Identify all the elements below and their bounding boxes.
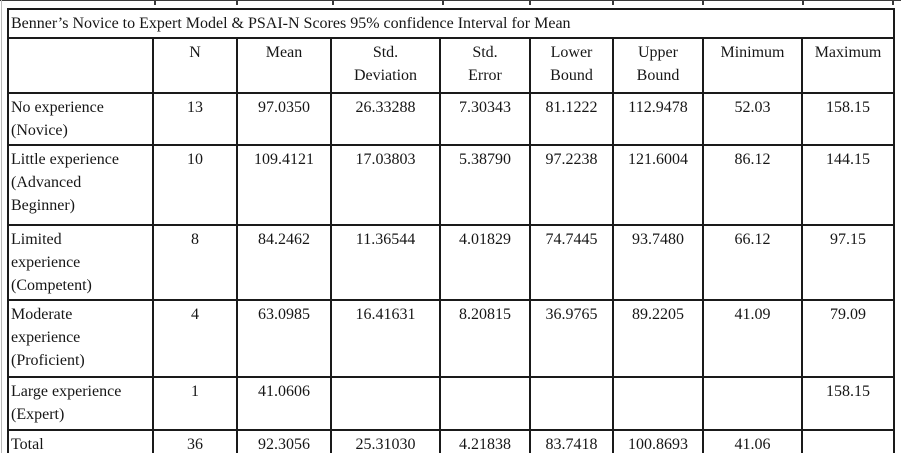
column-header-std-deviation: Std. Deviation [330,37,441,94]
column-header-std-error: Std. Error [439,37,531,94]
scan-artifact-stub [442,0,444,5]
title-row: Benner’s Novice to Expert Model & PSAI-N… [6,8,896,39]
table-cell: 97.0350 [236,92,332,146]
row-label: No experience (Novice) [7,92,154,146]
table-cell: 25.31030 [330,429,441,453]
table-cell [439,376,531,431]
table-cell: 81.1222 [529,92,614,146]
row-label: Large experience (Expert) [7,376,154,431]
column-header-mean: Mean [236,37,332,94]
column-header-lower-bound: Lower Bound [529,37,614,94]
row-label: Limited experience (Competent) [7,224,154,301]
table-row-proficient: Moderate experience (Proficient) 4 63.09… [7,299,896,378]
column-header-minimum: Minimum [702,37,803,94]
table-cell: 84.2462 [236,224,332,301]
scan-artifact-stub [802,0,804,5]
table-cell: 66.12 [702,224,803,301]
table-cell: 63.0985 [236,299,332,378]
table-cell: 79.09 [800,299,896,378]
column-header-n: N [152,37,238,94]
table-cell: 97.2238 [529,144,614,226]
table-cell: 36.9765 [529,299,614,378]
table-cell: 109.4121 [236,144,332,226]
table-cell: 5.38790 [439,144,531,226]
table-cell [800,429,896,453]
table-cell: 4.01829 [439,224,531,301]
table-cell: 10 [152,144,238,226]
scan-artifact-stub [892,0,894,5]
column-header-empty [7,37,154,94]
scan-artifact-top-line [0,0,901,1]
table-cell: 7.30343 [439,92,531,146]
table-cell: 4.21838 [439,429,531,453]
column-header-upper-bound: Upper Bound [612,37,704,94]
column-header-maximum: Maximum [800,37,896,94]
table-cell [330,376,441,431]
table-cell: 158.15 [800,92,896,146]
table-cell: 158.15 [800,376,896,431]
table-cell: 41.0606 [236,376,332,431]
table-cell: 112.9478 [612,92,704,146]
scan-artifact-stub [702,0,704,5]
table-cell: 1 [152,376,238,431]
table-cell: 100.8693 [612,429,704,453]
row-label: Total [7,429,154,453]
scan-artifact-stub [236,0,238,5]
table-cell: 11.36544 [330,224,441,301]
table-row-novice: No experience (Novice) 13 97.0350 26.332… [7,92,896,146]
table-cell: 41.09 [702,299,803,378]
table-cell: 74.7445 [529,224,614,301]
table-cell: 13 [152,92,238,146]
scan-artifact-stub [612,0,614,5]
scan-artifact-stub [154,0,156,5]
header-row: N Mean Std. Deviation Std. Error Lower B… [7,37,896,94]
scan-artifact-stub [529,0,531,5]
statistics-table: Benner’s Novice to Expert Model & PSAI-N… [6,8,896,453]
row-label: Moderate experience (Proficient) [7,299,154,378]
table-row-competent: Limited experience (Competent) 8 84.2462… [7,224,896,301]
table-cell [612,376,704,431]
table-cell: 92.3056 [236,429,332,453]
table-cell: 83.7418 [529,429,614,453]
table-cell: 16.41631 [330,299,441,378]
table-cell: 121.6004 [612,144,704,226]
table-cell: 8 [152,224,238,301]
table-cell: 8.20815 [439,299,531,378]
table-row-advanced-beginner: Little experience (Advanced Beginner) 10… [7,144,896,226]
table-cell: 41.06 [702,429,803,453]
table-cell [702,376,803,431]
table-cell: 97.15 [800,224,896,301]
table-row-expert: Large experience (Expert) 1 41.0606 158.… [7,376,896,431]
table-row-total: Total 36 92.3056 25.31030 4.21838 83.741… [7,429,896,453]
table-cell [529,376,614,431]
table-cell: 89.2205 [612,299,704,378]
scan-artifact-stub [332,0,334,5]
table-cell: 4 [152,299,238,378]
table-cell: 52.03 [702,92,803,146]
table-cell: 144.15 [800,144,896,226]
table-cell: 86.12 [702,144,803,226]
table-cell: 17.03803 [330,144,441,226]
table-cell: 36 [152,429,238,453]
scan-artifact-left-edge [1,0,2,453]
table-cell: 93.7480 [612,224,704,301]
table-title: Benner’s Novice to Expert Model & PSAI-N… [6,8,896,39]
table-cell: 26.33288 [330,92,441,146]
row-label: Little experience (Advanced Beginner) [7,144,154,226]
